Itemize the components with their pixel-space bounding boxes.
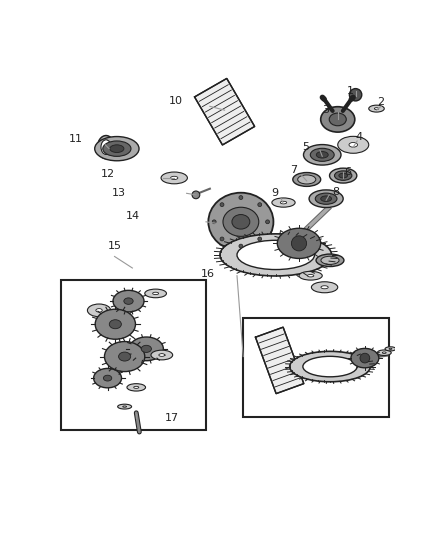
Text: 17: 17	[164, 413, 179, 423]
Text: 12: 12	[100, 169, 114, 179]
Ellipse shape	[308, 190, 343, 207]
Ellipse shape	[103, 375, 112, 381]
Ellipse shape	[388, 348, 391, 350]
Ellipse shape	[348, 142, 357, 147]
Ellipse shape	[315, 151, 328, 158]
Ellipse shape	[161, 172, 187, 184]
Ellipse shape	[328, 113, 346, 126]
Bar	[243, 318, 388, 417]
Ellipse shape	[127, 384, 145, 391]
Ellipse shape	[237, 240, 314, 270]
Circle shape	[191, 191, 199, 199]
Ellipse shape	[289, 351, 370, 382]
Ellipse shape	[297, 175, 315, 184]
Circle shape	[219, 203, 223, 207]
Ellipse shape	[123, 406, 126, 407]
Text: 1: 1	[346, 86, 353, 96]
Ellipse shape	[303, 144, 340, 165]
Ellipse shape	[101, 140, 111, 155]
Ellipse shape	[219, 234, 331, 276]
Text: 13: 13	[111, 188, 125, 198]
Ellipse shape	[337, 136, 368, 154]
Ellipse shape	[320, 107, 354, 132]
Text: 8: 8	[331, 187, 338, 197]
Circle shape	[349, 88, 361, 101]
Ellipse shape	[334, 171, 351, 180]
Ellipse shape	[113, 290, 144, 312]
Text: 10: 10	[168, 96, 182, 106]
Circle shape	[359, 353, 369, 363]
Ellipse shape	[302, 357, 356, 377]
Ellipse shape	[134, 386, 138, 389]
Circle shape	[257, 203, 261, 207]
Ellipse shape	[110, 145, 124, 152]
Ellipse shape	[87, 304, 110, 317]
Ellipse shape	[310, 148, 333, 161]
Ellipse shape	[141, 345, 151, 352]
Ellipse shape	[329, 168, 356, 183]
Ellipse shape	[311, 282, 337, 293]
Circle shape	[219, 237, 223, 241]
Ellipse shape	[384, 347, 395, 351]
Ellipse shape	[320, 286, 328, 289]
Ellipse shape	[280, 201, 286, 204]
Ellipse shape	[97, 135, 114, 159]
Ellipse shape	[93, 368, 121, 388]
Ellipse shape	[376, 350, 390, 356]
Bar	[61, 280, 205, 430]
Circle shape	[212, 220, 215, 224]
Ellipse shape	[381, 352, 385, 353]
Ellipse shape	[159, 354, 164, 357]
Ellipse shape	[314, 193, 336, 204]
Ellipse shape	[374, 108, 378, 110]
Ellipse shape	[271, 198, 294, 207]
Ellipse shape	[350, 349, 378, 368]
Circle shape	[238, 196, 242, 199]
Circle shape	[265, 220, 269, 224]
Text: 5: 5	[301, 142, 308, 152]
Text: 9: 9	[271, 188, 278, 198]
Ellipse shape	[117, 404, 131, 409]
Circle shape	[291, 236, 306, 251]
Ellipse shape	[145, 289, 166, 298]
Ellipse shape	[104, 342, 145, 372]
Text: 14: 14	[126, 212, 140, 221]
Ellipse shape	[338, 173, 347, 178]
Ellipse shape	[129, 337, 163, 361]
Ellipse shape	[208, 193, 273, 251]
Text: 3: 3	[321, 105, 328, 115]
Ellipse shape	[277, 228, 320, 259]
Ellipse shape	[320, 196, 331, 201]
Polygon shape	[194, 78, 254, 145]
Ellipse shape	[109, 320, 121, 329]
Text: 2: 2	[377, 98, 384, 108]
Circle shape	[238, 244, 242, 248]
Ellipse shape	[368, 105, 383, 112]
Text: 11: 11	[69, 134, 83, 144]
Text: 15: 15	[107, 241, 121, 252]
Ellipse shape	[320, 256, 338, 264]
Ellipse shape	[298, 271, 321, 280]
Ellipse shape	[95, 309, 135, 339]
Ellipse shape	[152, 292, 158, 295]
Text: 4: 4	[355, 132, 362, 142]
Ellipse shape	[102, 141, 131, 156]
Ellipse shape	[151, 350, 172, 360]
Ellipse shape	[95, 309, 102, 312]
Text: 7: 7	[290, 165, 297, 175]
Ellipse shape	[170, 176, 177, 180]
Ellipse shape	[292, 173, 320, 187]
Ellipse shape	[118, 352, 131, 361]
Ellipse shape	[307, 274, 313, 277]
Polygon shape	[255, 327, 303, 394]
Text: 6: 6	[343, 167, 350, 177]
Ellipse shape	[315, 254, 343, 266]
Text: 16: 16	[201, 269, 215, 279]
Ellipse shape	[95, 136, 139, 161]
Ellipse shape	[223, 207, 258, 236]
Circle shape	[257, 237, 261, 241]
Ellipse shape	[231, 215, 249, 229]
Ellipse shape	[124, 298, 133, 304]
